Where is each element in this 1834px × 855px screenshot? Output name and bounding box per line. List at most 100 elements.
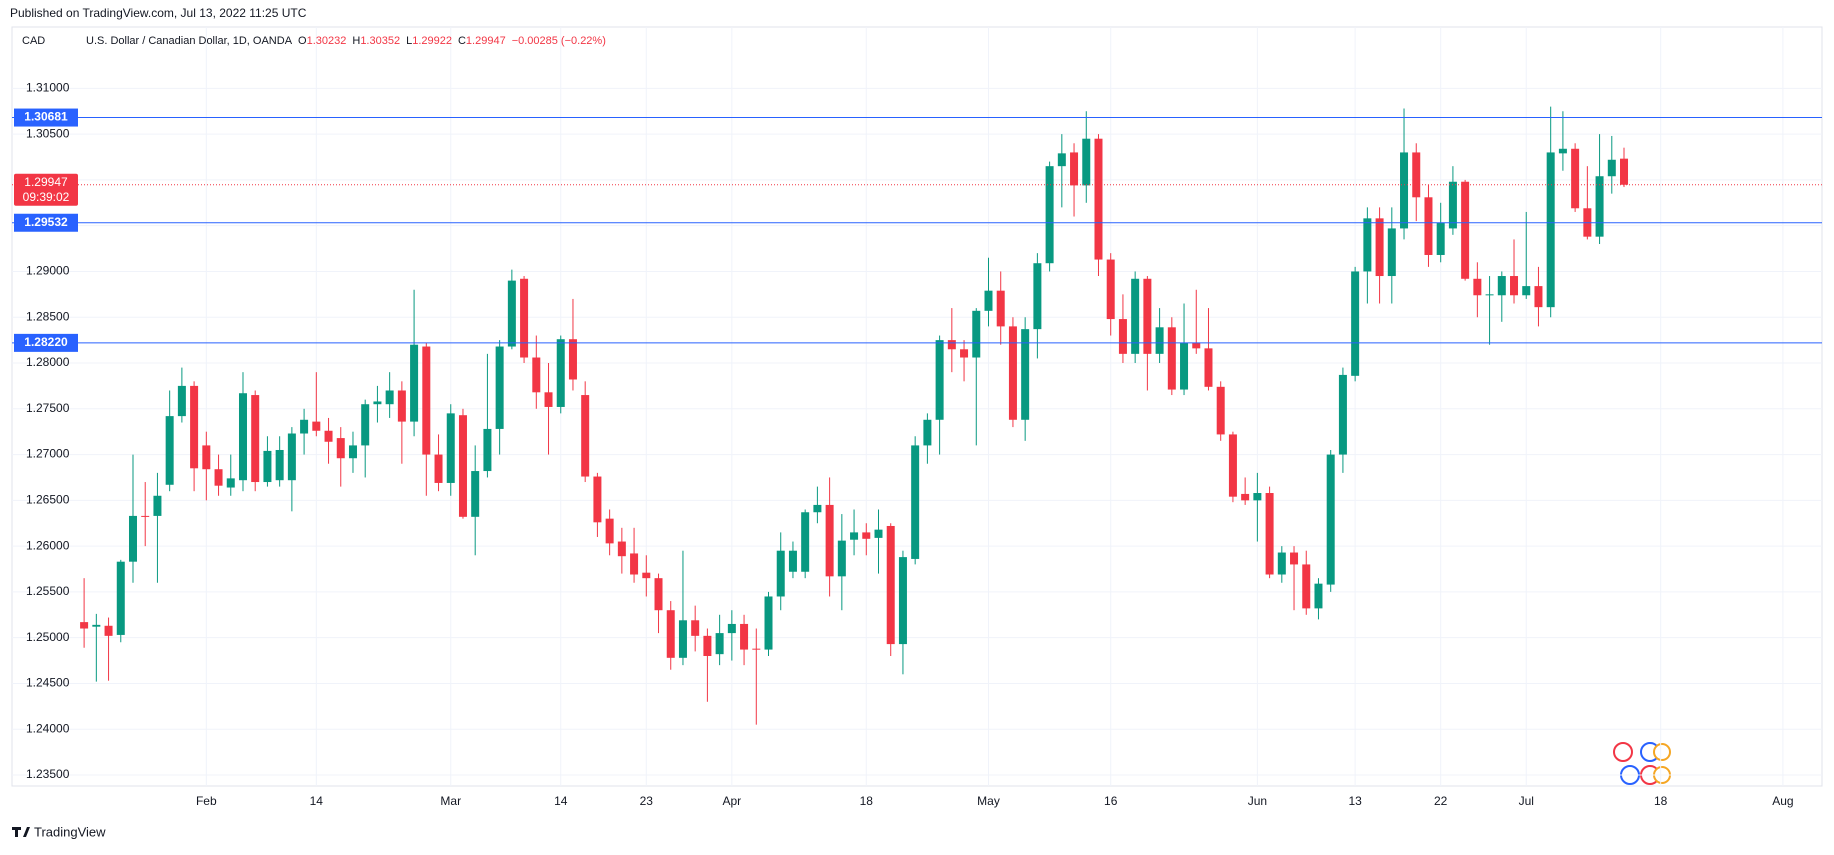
candle-body <box>471 471 480 517</box>
candle-body <box>654 578 663 611</box>
candle-body <box>617 541 626 557</box>
candle-body <box>1485 294 1494 296</box>
brand: TradingView <box>34 824 106 839</box>
ohlc-value: 1.30352 <box>360 35 400 47</box>
candle-body <box>190 385 199 469</box>
candle-body <box>1290 552 1299 565</box>
plot-frame <box>11 26 1823 787</box>
tv-logo <box>12 827 30 837</box>
candle-body <box>214 469 223 486</box>
candle-body <box>1424 197 1433 255</box>
candle-body <box>727 623 736 634</box>
candle-body <box>972 310 981 358</box>
candle-body <box>1082 138 1091 186</box>
candle-body <box>312 421 321 431</box>
candle-body <box>1314 583 1323 609</box>
candle-body <box>1461 181 1470 279</box>
candle-body <box>141 515 150 517</box>
y-tick-label: 1.26500 <box>26 493 70 507</box>
candle-body <box>1204 348 1213 387</box>
candle-body <box>1351 271 1360 376</box>
level-label-box <box>14 108 78 127</box>
x-tick-label: Jun <box>1248 794 1267 808</box>
y-tick-label: 1.28500 <box>26 309 70 323</box>
x-tick-label: Jul <box>1519 794 1534 808</box>
candle-body <box>1522 286 1531 296</box>
candle-body <box>1497 276 1506 296</box>
candle-body <box>495 346 504 429</box>
candle-body <box>116 561 125 635</box>
candle-body <box>825 504 834 577</box>
candle-body <box>520 278 529 358</box>
ohlc-label: C <box>458 35 466 47</box>
last-price-box <box>14 173 78 206</box>
candle-body <box>1253 493 1262 501</box>
candle-body <box>1155 327 1164 354</box>
candle-body <box>1008 326 1017 420</box>
candle-body <box>996 290 1005 327</box>
candle-body <box>1473 278 1482 296</box>
candle-body <box>788 550 797 572</box>
candle-body <box>691 620 700 636</box>
symbol-label: CAD <box>22 35 45 47</box>
candle-body <box>850 532 859 540</box>
candle-body <box>128 515 137 562</box>
candle-body <box>153 495 162 516</box>
candle-body <box>287 433 296 481</box>
candle-body <box>1534 286 1543 308</box>
ohlc-value: 1.29947 <box>466 35 506 47</box>
x-tick-label: 18 <box>860 794 874 808</box>
candle-body <box>104 625 113 636</box>
x-tick-label: 16 <box>1104 794 1118 808</box>
candle-body <box>1607 159 1616 177</box>
candle-body <box>1436 222 1445 255</box>
candle-body <box>1143 278 1152 354</box>
x-tick-label: 13 <box>1348 794 1362 808</box>
candle-body <box>776 550 785 597</box>
candle-body <box>1033 263 1042 330</box>
level-label-box <box>14 333 78 352</box>
candle-body <box>984 290 993 311</box>
candle-body <box>275 449 284 481</box>
candle-body <box>740 623 749 650</box>
x-tick-label: 14 <box>310 794 324 808</box>
candle-body <box>1595 176 1604 237</box>
y-tick-label: 1.30500 <box>26 126 70 140</box>
candle-body <box>862 532 871 539</box>
level-label-box <box>14 213 78 232</box>
ohlc-value: 1.29922 <box>412 35 452 47</box>
ohlc-value: 1.30232 <box>307 35 347 47</box>
y-tick-label: 1.25500 <box>26 584 70 598</box>
candle-body <box>1363 218 1372 272</box>
ohlc-label: O <box>298 35 307 47</box>
candle-body <box>666 610 675 658</box>
candle-body <box>1571 148 1580 209</box>
candle-body <box>568 339 577 380</box>
level-label: 1.29532 <box>24 215 68 229</box>
candle-body <box>1228 434 1237 497</box>
change: −0.00285 (−0.22%) <box>512 35 606 47</box>
candle-body <box>947 340 956 350</box>
y-tick-label: 1.28000 <box>26 355 70 369</box>
candle-body <box>678 620 687 658</box>
y-tick-label: 1.29000 <box>26 264 70 278</box>
candle-body <box>1118 319 1127 354</box>
candle-body <box>1448 181 1457 229</box>
countdown: 09:39:02 <box>23 190 70 204</box>
candle-body <box>422 346 431 455</box>
candle-body <box>263 450 272 483</box>
candle-body <box>1192 342 1201 349</box>
x-tick-label: 18 <box>1654 794 1668 808</box>
candle-body <box>960 349 969 358</box>
last-price-label: 1.29947 <box>24 175 68 189</box>
candle-body <box>1412 152 1421 198</box>
candle-body <box>1326 454 1335 585</box>
candle-body <box>1180 342 1189 390</box>
candle-body <box>1375 218 1384 277</box>
candle-body <box>397 390 406 422</box>
candle-body <box>238 393 247 481</box>
candle-body <box>1131 278 1140 354</box>
candle-body <box>458 415 467 517</box>
